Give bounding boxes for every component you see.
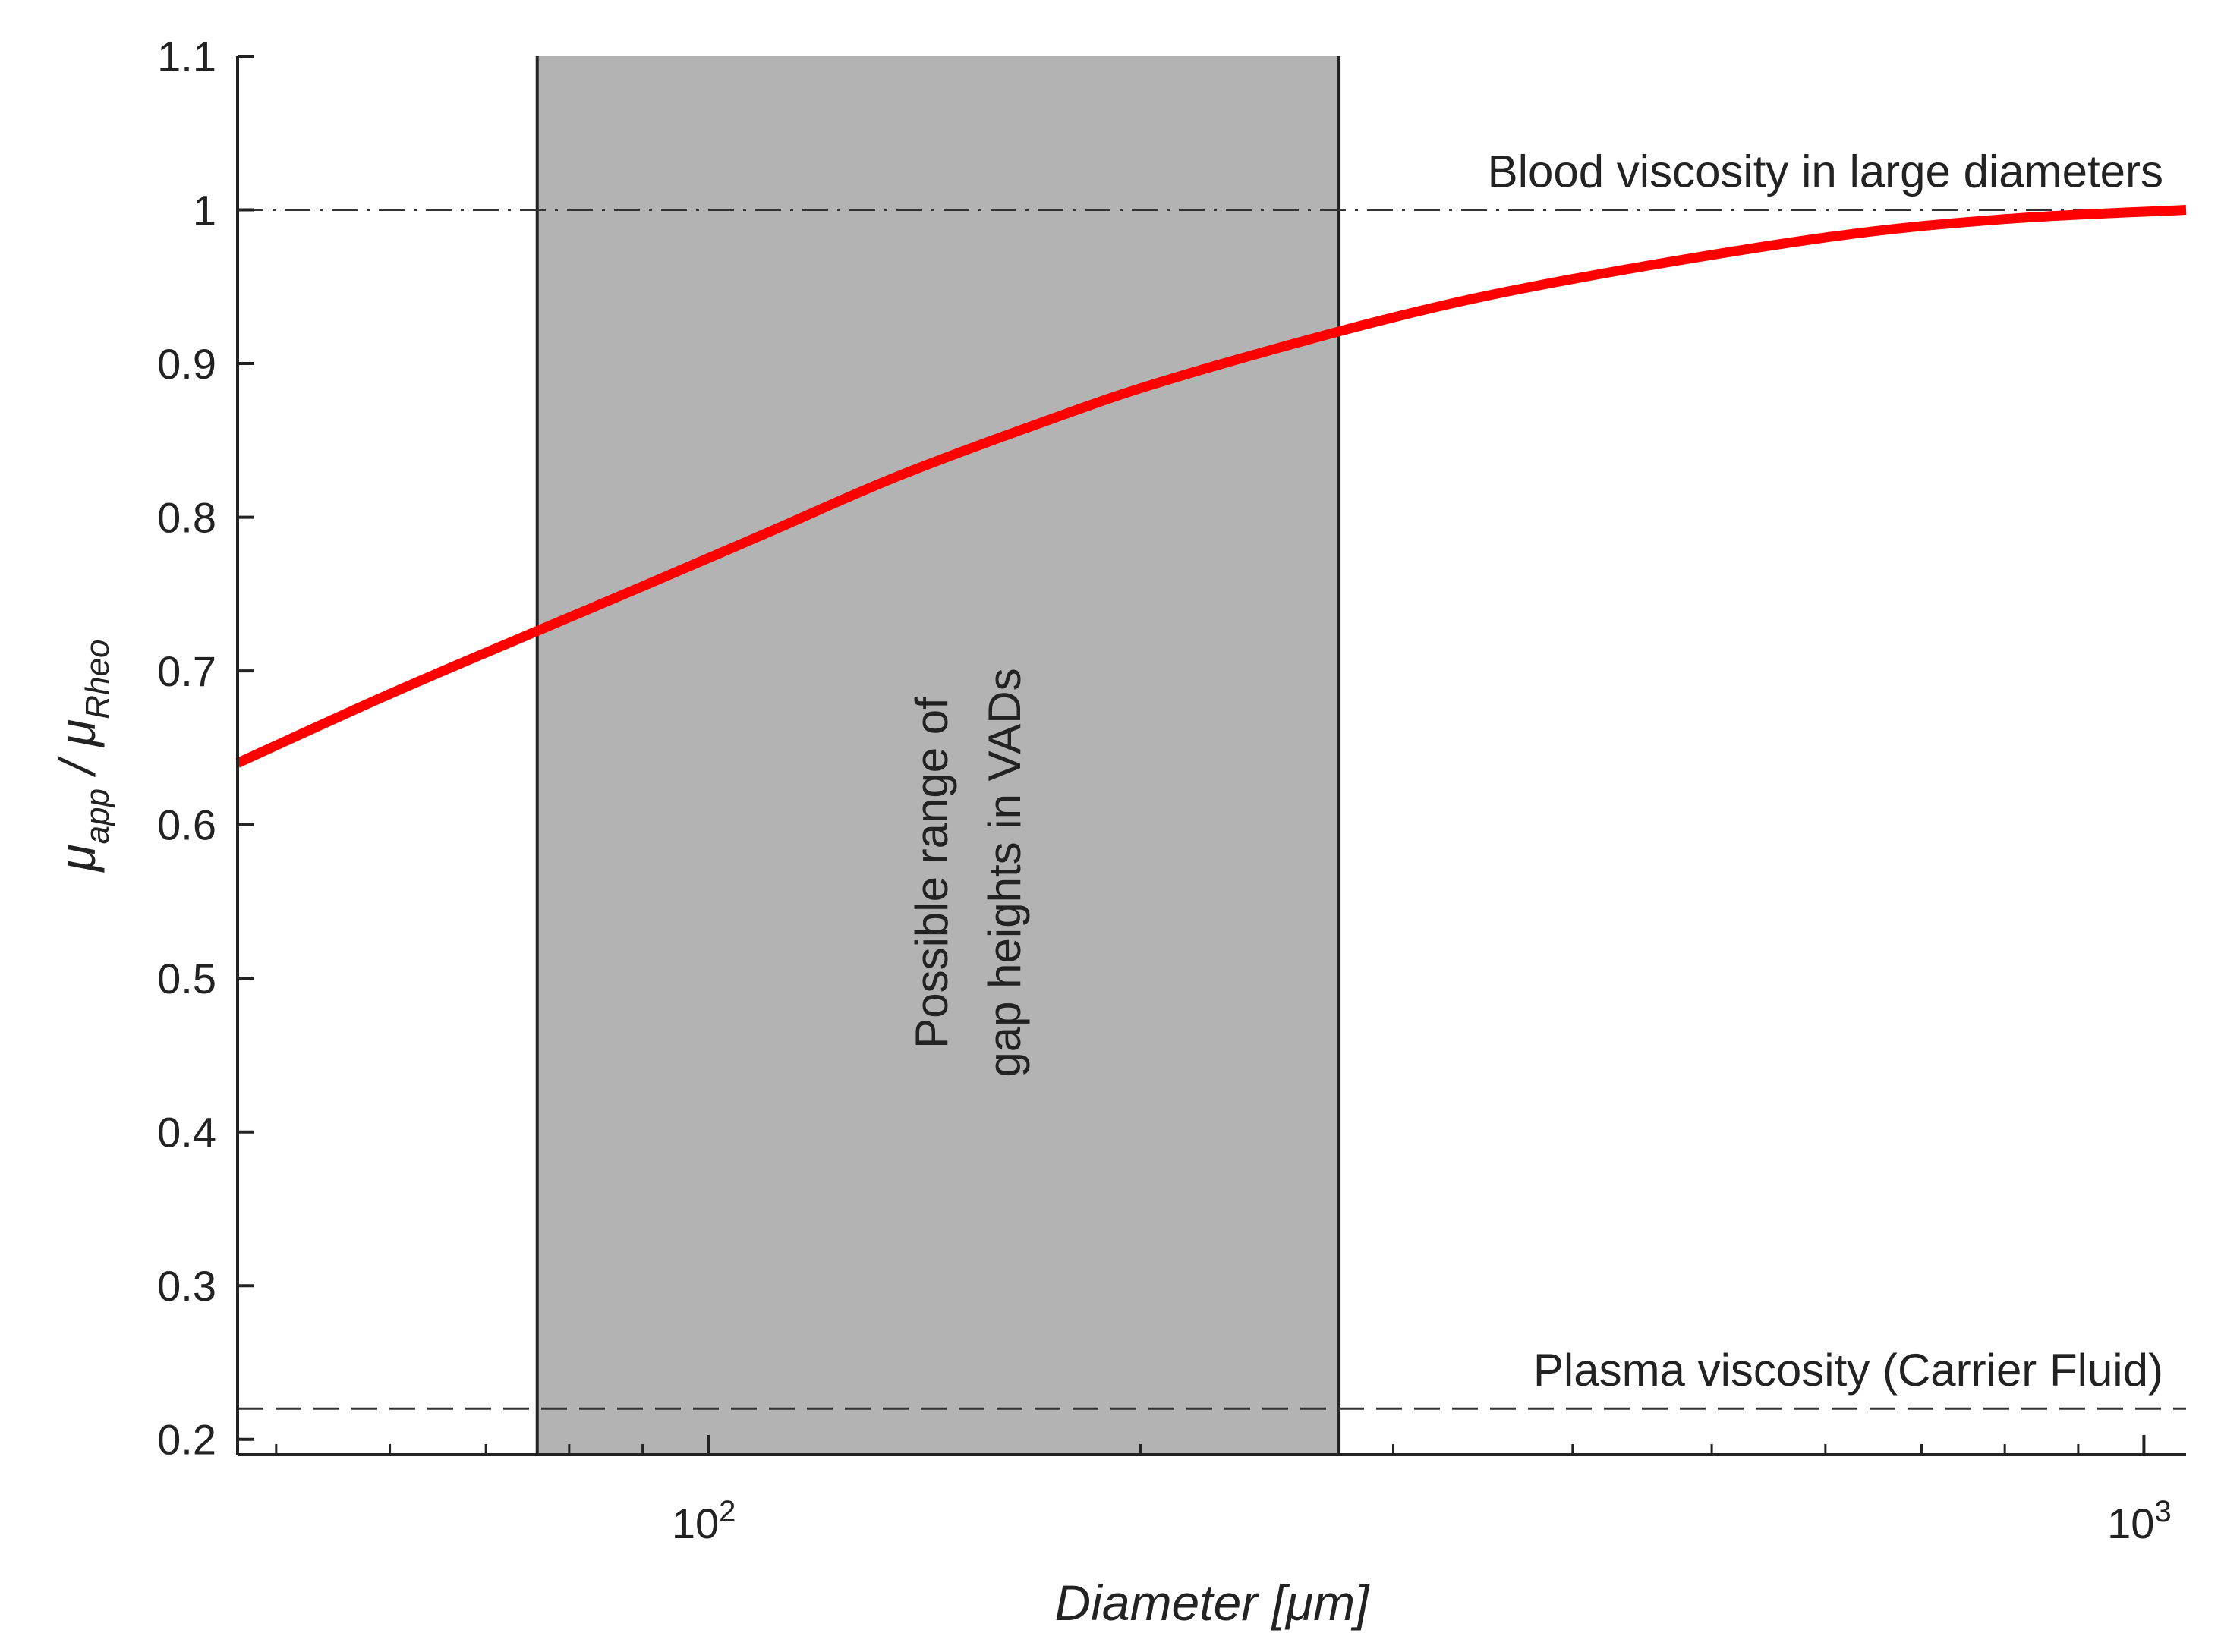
y-tick-label: 1 xyxy=(193,187,216,234)
x-axis-title: Diameter [μm] xyxy=(1055,1575,1371,1631)
y-axis-ticks: 0.2 0.3 0.4 0.5 0.6 0.7 0.8 0.9 1 1.1 xyxy=(157,33,254,1464)
gap-range-label-line-1: Possible range of xyxy=(906,697,957,1049)
x-tick-label-1000: 103 xyxy=(2107,1495,2172,1547)
y-tick-label: 0.3 xyxy=(157,1262,216,1310)
y-tick-label: 0.7 xyxy=(157,647,216,695)
x-axis-ticks xyxy=(275,1435,2146,1455)
y-tick-label: 0.5 xyxy=(157,955,216,1002)
gap-range-label-line-2: gap heights in VADs xyxy=(979,668,1030,1077)
y-axis-title: μapp / μRheo xyxy=(49,640,116,873)
y-tick-label: 0.6 xyxy=(157,801,216,849)
gap-height-range-region xyxy=(537,56,1340,1455)
viscosity-curve xyxy=(235,205,2187,768)
y-tick-label: 0.4 xyxy=(157,1109,216,1156)
y-tick-label: 0.2 xyxy=(157,1416,216,1464)
blood-viscosity-label: Blood viscosity in large diameters xyxy=(1488,146,2163,197)
y-tick-label: 0.8 xyxy=(157,494,216,542)
y-tick-label: 0.9 xyxy=(157,340,216,388)
plasma-viscosity-label: Plasma viscosity (Carrier Fluid) xyxy=(1533,1345,2163,1396)
y-tick-label: 1.1 xyxy=(157,33,216,80)
x-tick-label-100: 102 xyxy=(672,1495,736,1547)
